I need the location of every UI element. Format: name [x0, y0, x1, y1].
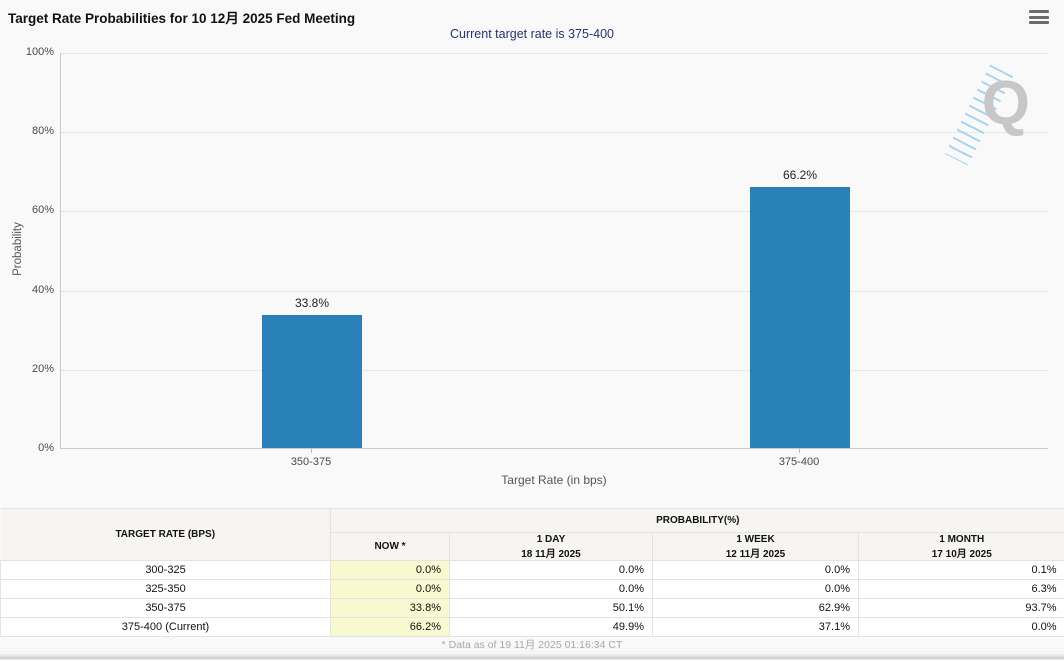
page-title: Target Rate Probabilities for 10 12月 202… — [8, 11, 356, 26]
quikstrike-watermark: Q — [944, 64, 1030, 166]
bar-value-label: 66.2% — [782, 167, 818, 182]
hamburger-bar — [1029, 15, 1049, 19]
one-week-value-cell: 37.1% — [652, 617, 859, 637]
col-header-label: 1 DAY — [536, 533, 566, 545]
now-value-cell: 66.2% — [330, 617, 450, 637]
group-header-probability: PROBABILITY(%) — [329, 508, 1064, 533]
col-header-date: 17 10月 2025 — [931, 548, 992, 560]
one-month-value-cell: 0.1% — [857, 560, 1064, 580]
col-header-label: 1 MONTH — [939, 533, 985, 545]
now-value-cell: 33.8% — [330, 598, 450, 618]
gridline — [61, 291, 1048, 292]
x-tick-375-400: 375-400 — [778, 456, 820, 468]
one-week-value-cell: 0.0% — [652, 560, 859, 580]
now-value-cell: 0.0% — [330, 579, 450, 599]
current-target-rate-subtitle: Current target rate is 375-400 — [450, 27, 614, 41]
one-day-value-cell: 0.0% — [449, 560, 653, 580]
table-row: 325-350 0.0% 0.0% 0.0% 6.3% — [0, 579, 1064, 599]
bar-350-375 — [262, 314, 362, 448]
rate-range-cell: 350-375 — [0, 598, 331, 618]
col-header-now: NOW * — [330, 532, 450, 561]
col-header-target-rate: TARGET RATE (BPS) — [0, 508, 331, 561]
rate-range-cell: 325-350 — [0, 579, 331, 599]
y-tick-20: 20% — [31, 363, 54, 375]
table-row: 350-375 33.8% 50.1% 62.9% 93.7% — [0, 598, 1064, 618]
x-tick-mark — [799, 449, 800, 453]
col-header-1-week: 1 WEEK 12 11月 2025 — [652, 532, 859, 561]
col-header-label: 1 WEEK — [736, 533, 775, 545]
gridline — [61, 53, 1048, 54]
x-tick-350-375: 350-375 — [290, 456, 332, 468]
y-tick-40: 40% — [31, 284, 54, 296]
data-as-of-footnote: * Data as of 19 11月 2025 01:16:34 CT — [441, 639, 623, 651]
bar-375-400 — [750, 186, 850, 448]
one-month-value-cell: 6.3% — [857, 579, 1064, 599]
probability-bar-chart: Probability 100% 80% 60% 40% 20% 0% Q 33… — [8, 45, 1056, 489]
probability-table: TARGET RATE (BPS) PROBABILITY(%) NOW * 1… — [0, 508, 1064, 637]
x-tick-mark — [311, 449, 312, 453]
col-header-1-day: 1 DAY 18 11月 2025 — [449, 532, 653, 561]
watermark-q-letter: Q — [981, 69, 1030, 138]
one-month-value-cell: 93.7% — [857, 598, 1064, 618]
col-header-date: 18 11月 2025 — [521, 548, 581, 560]
one-week-value-cell: 62.9% — [652, 598, 859, 618]
gridline — [61, 211, 1048, 212]
y-tick-80: 80% — [31, 125, 54, 137]
col-header-date: 12 11月 2025 — [725, 548, 786, 560]
gridline — [61, 132, 1048, 133]
plot-area: Q 33.8% 66.2% — [60, 53, 1048, 449]
hamburger-menu-icon[interactable] — [1028, 8, 1050, 26]
one-week-value-cell: 0.0% — [652, 579, 859, 599]
y-tick-100: 100% — [25, 46, 54, 58]
one-day-value-cell: 0.0% — [449, 579, 653, 599]
one-day-value-cell: 49.9% — [449, 617, 653, 637]
one-day-value-cell: 50.1% — [449, 598, 653, 618]
hamburger-bar — [1029, 10, 1049, 13]
now-value-cell: 0.0% — [330, 560, 450, 580]
bar-value-label: 33.8% — [294, 295, 330, 310]
table-row: 300-325 0.0% 0.0% 0.0% 0.1% — [0, 560, 1064, 580]
table-row: 375-400 (Current) 66.2% 49.9% 37.1% 0.0% — [0, 617, 1064, 637]
one-month-value-cell: 0.0% — [857, 617, 1064, 637]
hamburger-bar — [1029, 21, 1049, 24]
x-axis-title: Target Rate (in bps) — [501, 473, 607, 487]
rate-range-cell: 375-400 (Current) — [0, 617, 331, 637]
gridline — [61, 370, 1048, 371]
rate-range-cell: 300-325 — [0, 560, 331, 580]
col-header-1-month: 1 MONTH 17 10月 2025 — [857, 532, 1064, 561]
bottom-divider-bar — [0, 651, 1064, 660]
y-tick-60: 60% — [31, 204, 54, 216]
y-tick-0: 0% — [38, 442, 54, 454]
